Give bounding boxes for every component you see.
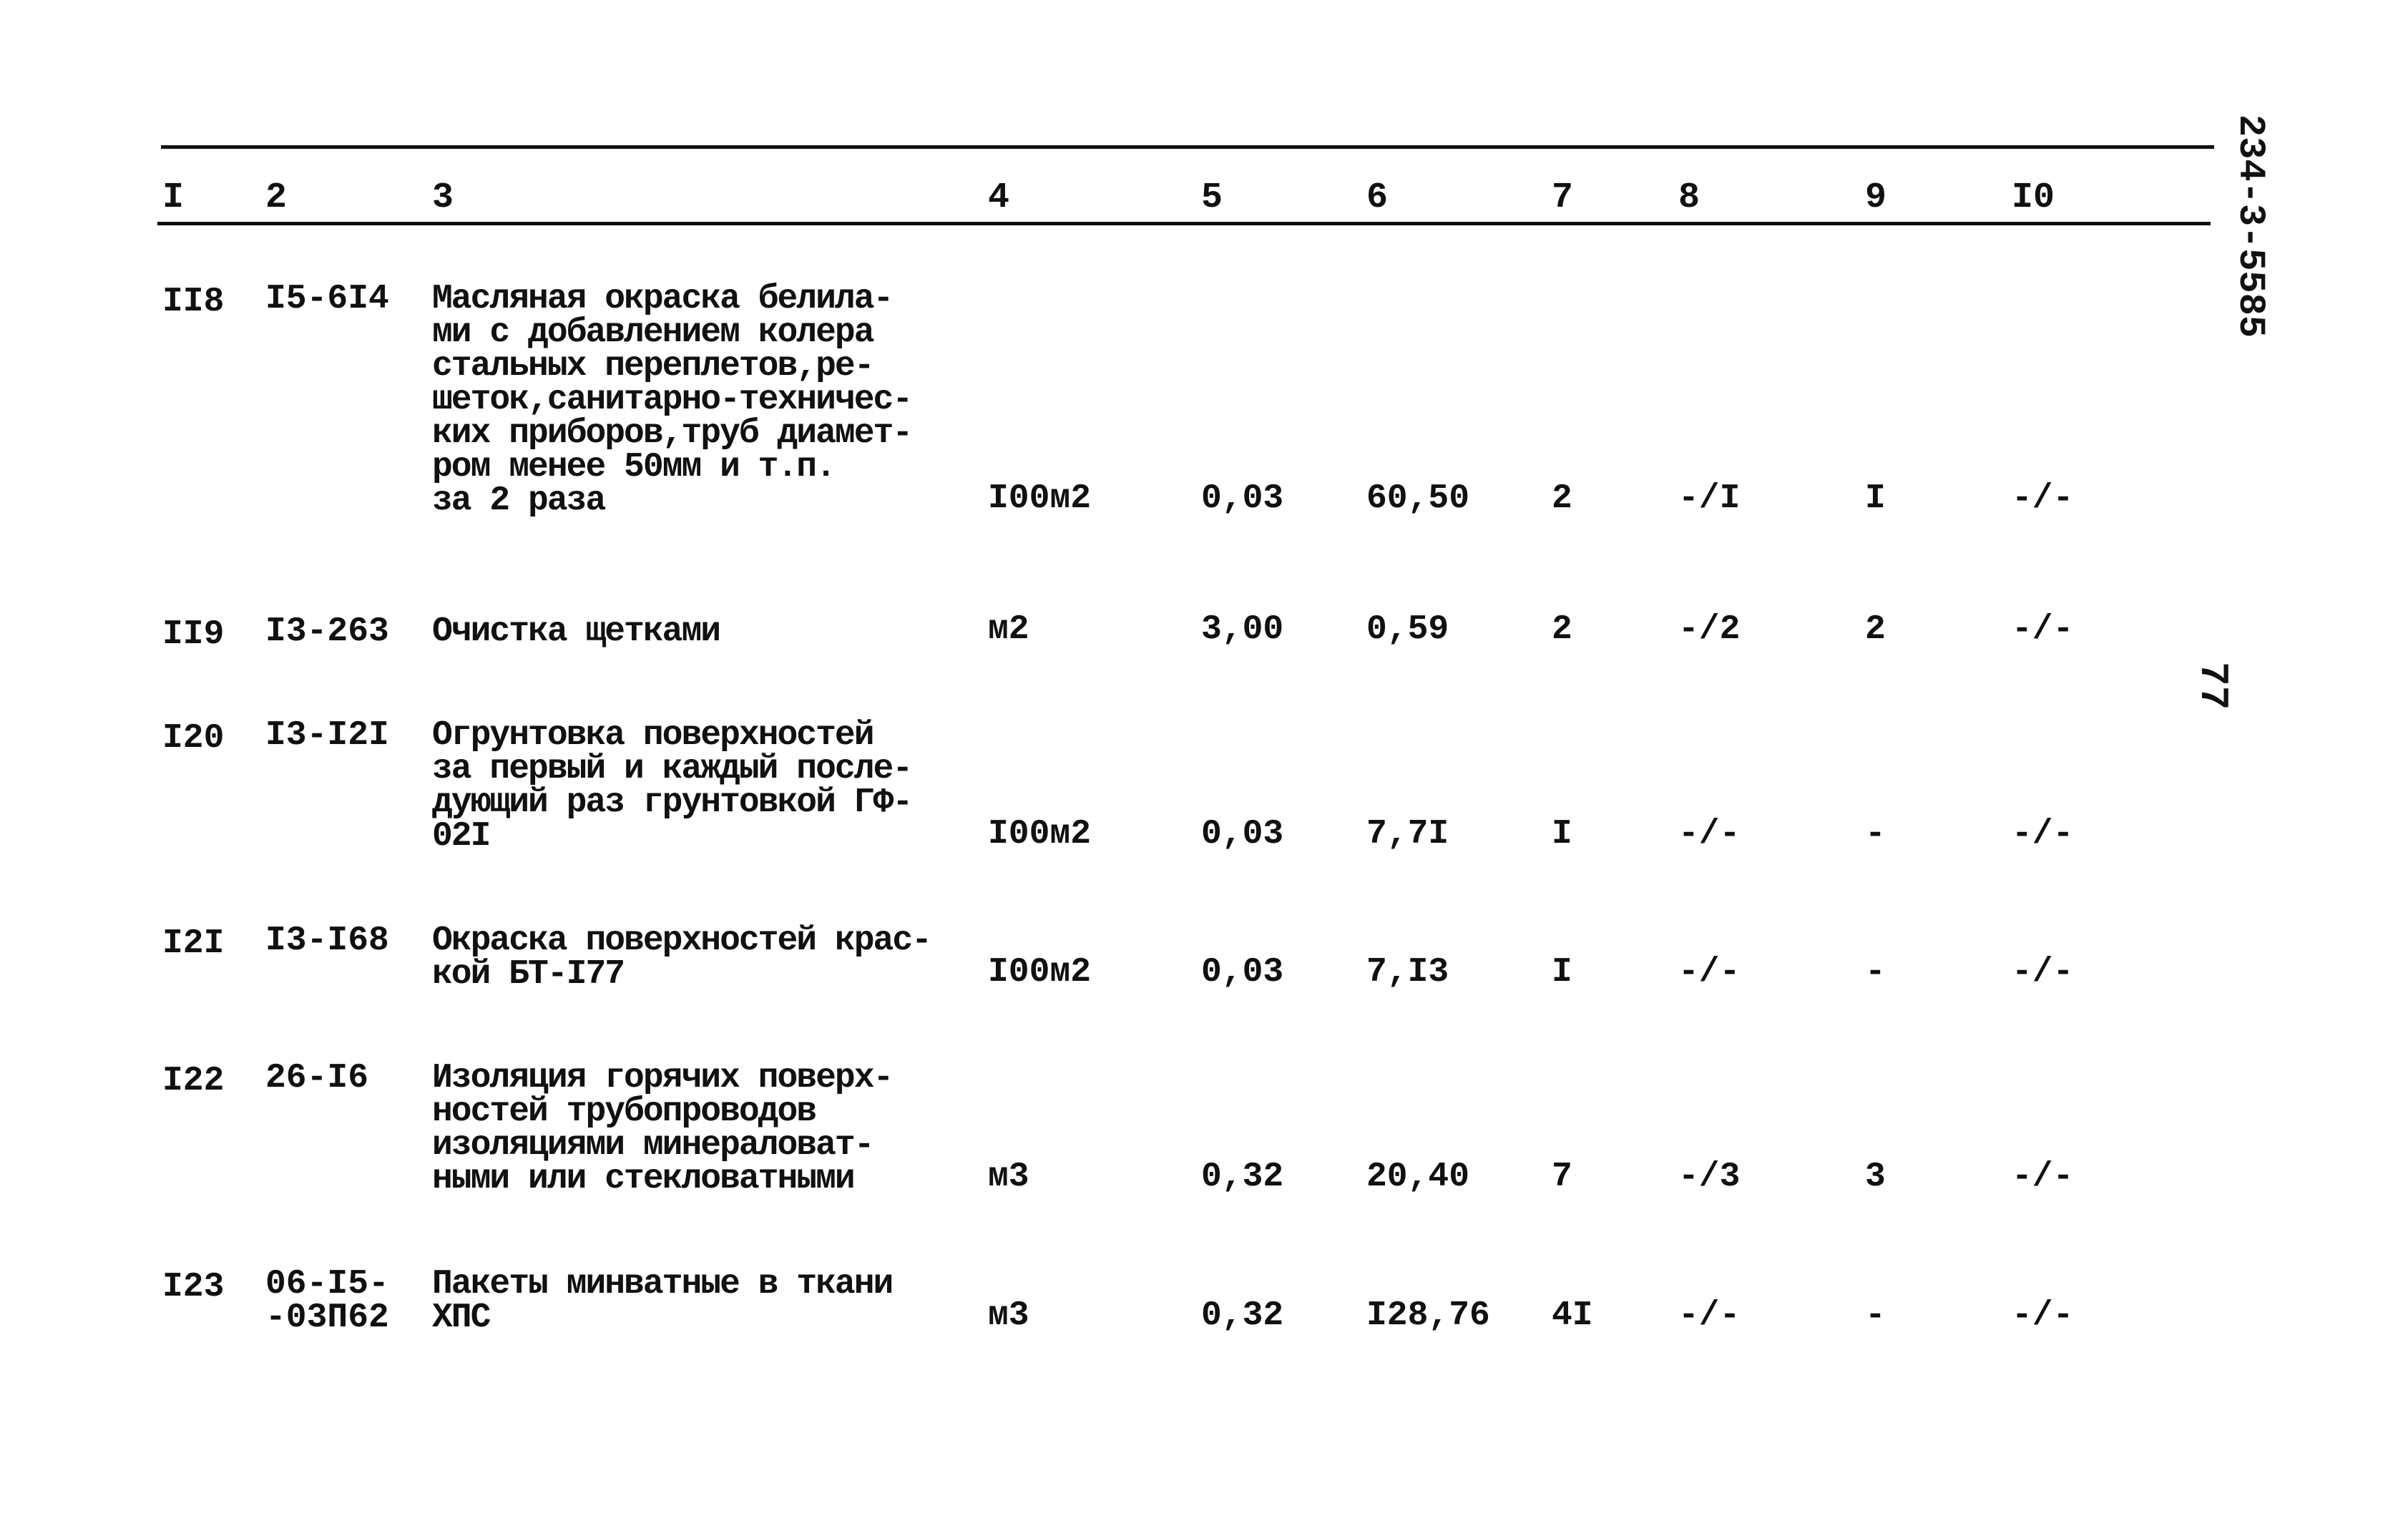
cell-qty: 0,03 xyxy=(1201,815,1284,854)
cell-unit: I00м2 xyxy=(988,953,1092,992)
side-code: 234-3-5585 xyxy=(2229,114,2271,338)
cell-unit: м3 xyxy=(988,1296,1029,1335)
cell-c9: - xyxy=(1865,953,1886,992)
cell-c9: 3 xyxy=(1865,1158,1886,1196)
cell-c7: 2 xyxy=(1552,610,1572,649)
page-number: 77 xyxy=(2190,662,2236,710)
cell-unit: м2 xyxy=(988,610,1029,649)
row-number: II8 xyxy=(162,283,225,321)
cell-unit: I00м2 xyxy=(988,815,1092,854)
cell-c9: I xyxy=(1865,479,1886,518)
cell-c7: I xyxy=(1552,815,1572,854)
cell-c10: -/- xyxy=(2012,1296,2074,1335)
column-header: 8 xyxy=(1678,177,1700,218)
cell-qty: 0,03 xyxy=(1201,953,1284,992)
cell-qty: 0,32 xyxy=(1201,1158,1284,1196)
rate-code: I3-263 xyxy=(265,612,389,651)
cell-norm: 0,59 xyxy=(1366,610,1449,649)
cell-norm: 60,50 xyxy=(1366,479,1470,518)
cell-norm: I28,76 xyxy=(1366,1296,1490,1335)
cell-c9: - xyxy=(1865,815,1886,854)
cell-c8: -/I xyxy=(1678,479,1741,518)
work-description: Окраска поверхностей крас- кой БТ-I77 xyxy=(432,921,932,994)
cell-c8: -/3 xyxy=(1678,1158,1741,1196)
work-description: Очистка щетками xyxy=(432,612,721,651)
cell-c7: 7 xyxy=(1552,1158,1572,1196)
top-rule xyxy=(161,145,2214,149)
cell-c10: -/- xyxy=(2012,479,2074,518)
column-header: 2 xyxy=(265,177,288,218)
column-header: 7 xyxy=(1552,177,1574,218)
row-number: I2I xyxy=(162,924,225,963)
row-number: I20 xyxy=(162,719,225,758)
rate-code: 26-I6 xyxy=(265,1059,369,1097)
column-header: 4 xyxy=(988,177,1010,218)
rate-code: 06-I5- -03П62 xyxy=(265,1265,389,1337)
row-number: I23 xyxy=(162,1268,225,1306)
rate-code: I3-I2I xyxy=(265,716,389,755)
column-header: 6 xyxy=(1366,177,1389,218)
cell-norm: 7,7I xyxy=(1366,815,1449,854)
cell-c10: -/- xyxy=(2012,610,2074,649)
work-description: Масляная окраска белила- ми с добавление… xyxy=(432,280,913,520)
row-number: I22 xyxy=(162,1062,225,1100)
table-row: II8 I5-6I4 Масляная окраска белила- ми с д… xyxy=(0,280,2218,520)
column-header: I xyxy=(162,177,185,218)
table-row: I23 06-I5- -03П62 Пакеты минватные в ткани… xyxy=(0,1265,2218,1337)
cell-c8: -/- xyxy=(1678,953,1741,992)
cell-qty: 0,03 xyxy=(1201,479,1284,518)
table-row: II9 I3-263 Очистка щетками м2 3,00 0,59 2 -/2 2 -… xyxy=(0,610,2218,654)
cell-c7: I xyxy=(1552,953,1572,992)
cell-c8: -/- xyxy=(1678,815,1741,854)
cell-unit: I00м2 xyxy=(988,479,1092,518)
column-header: I0 xyxy=(2012,177,2055,218)
table-row: I2I I3-I68 Окраска поверхностей крас- кой … xyxy=(0,924,2218,992)
row-number: II9 xyxy=(162,615,225,654)
header-rule xyxy=(157,222,2211,225)
column-header: 9 xyxy=(1865,177,1887,218)
cell-c9: 2 xyxy=(1865,610,1886,649)
cell-qty: 3,00 xyxy=(1201,610,1284,649)
cell-c8: -/- xyxy=(1678,1296,1741,1335)
cell-c7: 2 xyxy=(1552,479,1572,518)
cell-c9: - xyxy=(1865,1296,1886,1335)
cell-c10: -/- xyxy=(2012,953,2074,992)
table-row: I22 26-I6 Изоляция горячих поверх- ностей … xyxy=(0,1059,2218,1198)
work-description: Огрунтовка поверхностей за первый и кажд… xyxy=(432,716,913,856)
cell-qty: 0,32 xyxy=(1201,1296,1284,1335)
cell-norm: 7,I3 xyxy=(1366,953,1449,992)
work-description: Изоляция горячих поверх- ностей трубопро… xyxy=(432,1059,894,1198)
cell-norm: 20,40 xyxy=(1366,1158,1470,1196)
cell-unit: м3 xyxy=(988,1158,1029,1196)
column-header: 3 xyxy=(432,177,454,218)
cell-c10: -/- xyxy=(2012,815,2074,854)
rate-code: I3-I68 xyxy=(265,921,389,960)
rate-code: I5-6I4 xyxy=(265,280,389,318)
column-header: 5 xyxy=(1201,177,1223,218)
cell-c8: -/2 xyxy=(1678,610,1741,649)
cell-c10: -/- xyxy=(2012,1158,2074,1196)
work-description: Пакеты минватные в ткани ХПС xyxy=(432,1265,894,1337)
cell-c7: 4I xyxy=(1552,1296,1593,1335)
table-row: I20 I3-I2I Огрунтовка поверхностей за перв… xyxy=(0,716,2218,856)
